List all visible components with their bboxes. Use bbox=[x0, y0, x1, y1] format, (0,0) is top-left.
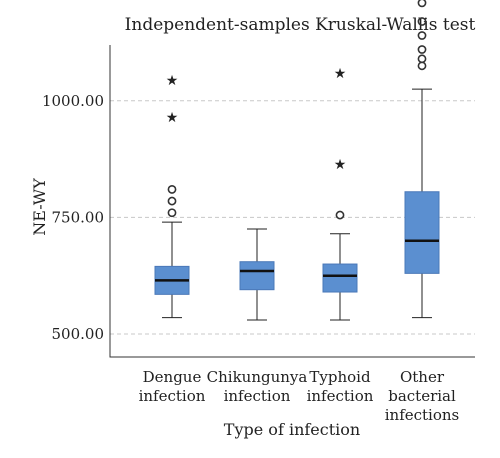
category-label: Dengue infection bbox=[139, 368, 206, 405]
box-group: ★★★ bbox=[322, 66, 358, 321]
outlier-circle bbox=[417, 0, 427, 8]
iqr-box bbox=[404, 191, 440, 274]
outlier-circle bbox=[417, 31, 427, 40]
outlier-circle bbox=[417, 54, 427, 64]
y-tick-label: 500.00 bbox=[52, 325, 105, 343]
outlier-star: ★ bbox=[166, 110, 179, 126]
outlier-circle bbox=[417, 61, 427, 71]
outlier-circle bbox=[417, 45, 427, 54]
y-axis-title: NE-WY bbox=[30, 178, 49, 236]
y-tick-label: 750.00 bbox=[52, 208, 105, 226]
outlier-circle bbox=[417, 17, 427, 26]
outlier-circle bbox=[167, 196, 177, 206]
box-group: ★★ bbox=[404, 0, 440, 319]
outlier-circle bbox=[167, 208, 177, 218]
category-label: Chikungunya infection bbox=[207, 368, 308, 405]
outlier-circle bbox=[167, 185, 177, 194]
outlier-star: ★ bbox=[166, 73, 179, 89]
iqr-box bbox=[322, 263, 358, 293]
outlier-star: ★ bbox=[334, 66, 347, 82]
category-label: Typhoid infection bbox=[307, 368, 374, 405]
box-group: ★★ bbox=[154, 73, 190, 319]
y-tick-label: 1000.00 bbox=[42, 92, 104, 110]
outlier-circle bbox=[335, 210, 345, 220]
chart-title: Independent-samples Kruskal-Wallis test bbox=[125, 15, 476, 35]
category-label: Other bacterial infections bbox=[385, 368, 460, 424]
axes bbox=[109, 45, 475, 358]
x-axis-title: Type of infection bbox=[224, 420, 360, 439]
box-group bbox=[239, 228, 275, 321]
box-plots: ★★★★★★★ bbox=[154, 0, 440, 321]
outlier-star: ★ bbox=[334, 157, 347, 173]
iqr-box bbox=[239, 261, 275, 291]
